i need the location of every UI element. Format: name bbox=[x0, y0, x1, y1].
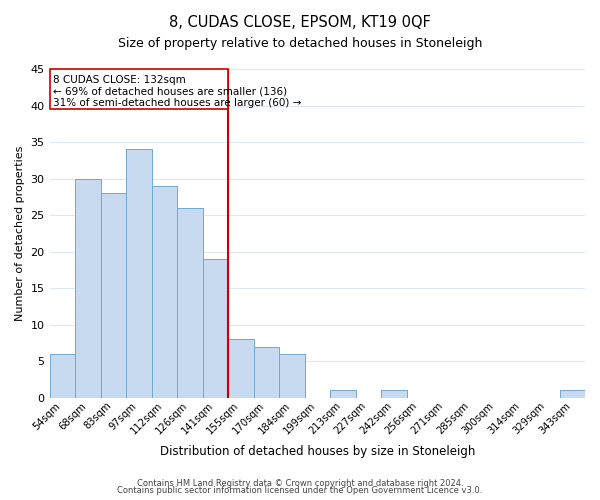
Y-axis label: Number of detached properties: Number of detached properties bbox=[15, 146, 25, 321]
Text: 8 CUDAS CLOSE: 132sqm: 8 CUDAS CLOSE: 132sqm bbox=[53, 75, 186, 85]
Bar bbox=[203, 259, 228, 398]
Bar bbox=[279, 354, 305, 398]
Bar bbox=[330, 390, 356, 398]
Bar bbox=[381, 390, 407, 398]
Bar bbox=[75, 178, 101, 398]
Bar bbox=[152, 186, 177, 398]
Bar bbox=[50, 354, 75, 398]
X-axis label: Distribution of detached houses by size in Stoneleigh: Distribution of detached houses by size … bbox=[160, 444, 475, 458]
Bar bbox=[50, 69, 228, 109]
Text: ← 69% of detached houses are smaller (136): ← 69% of detached houses are smaller (13… bbox=[53, 86, 287, 97]
Text: Size of property relative to detached houses in Stoneleigh: Size of property relative to detached ho… bbox=[118, 38, 482, 51]
Bar bbox=[126, 150, 152, 398]
Text: Contains HM Land Registry data © Crown copyright and database right 2024.: Contains HM Land Registry data © Crown c… bbox=[137, 478, 463, 488]
Bar bbox=[228, 340, 254, 398]
Text: Contains public sector information licensed under the Open Government Licence v3: Contains public sector information licen… bbox=[118, 486, 482, 495]
Text: 8, CUDAS CLOSE, EPSOM, KT19 0QF: 8, CUDAS CLOSE, EPSOM, KT19 0QF bbox=[169, 15, 431, 30]
Bar bbox=[560, 390, 585, 398]
Bar bbox=[254, 346, 279, 398]
Bar bbox=[177, 208, 203, 398]
Bar bbox=[101, 193, 126, 398]
Text: 31% of semi-detached houses are larger (60) →: 31% of semi-detached houses are larger (… bbox=[53, 98, 302, 108]
